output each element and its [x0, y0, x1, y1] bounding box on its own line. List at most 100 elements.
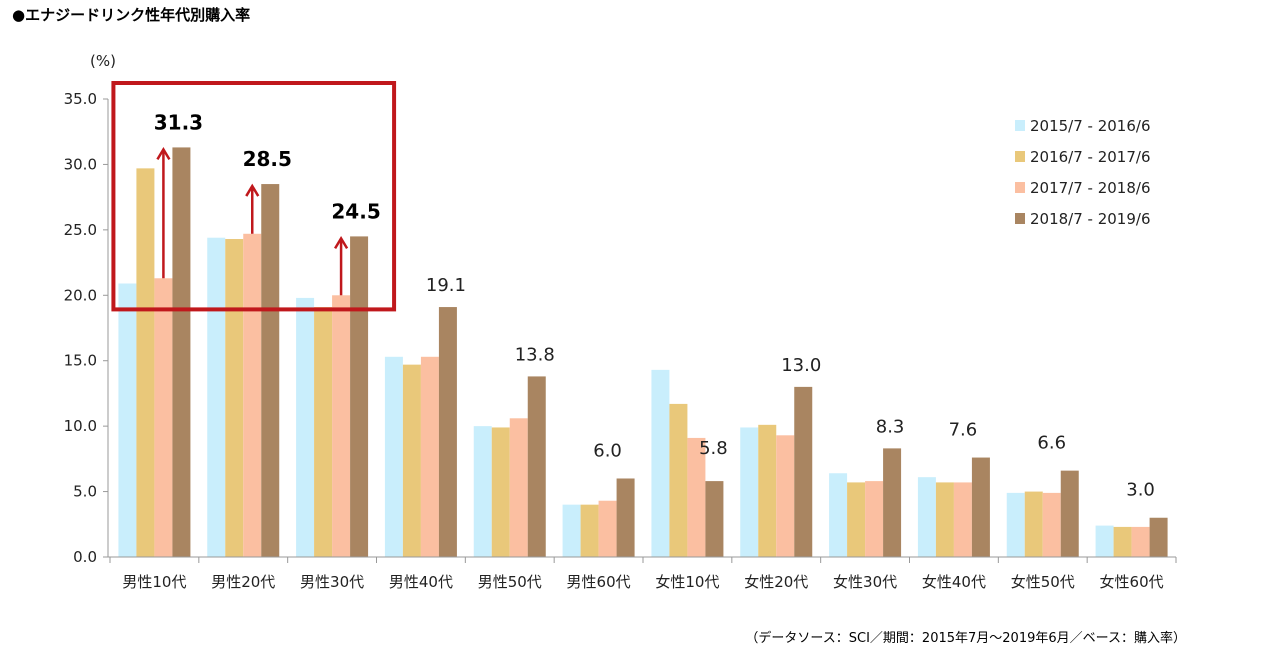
bar	[314, 307, 333, 557]
legend-label: 2016/7 - 2017/6	[1030, 148, 1151, 166]
data-label: 13.8	[515, 344, 555, 365]
bar	[776, 435, 795, 557]
bar-series	[136, 168, 1132, 557]
chart-title: ●エナジードリンク性年代別購入率	[12, 6, 251, 24]
bar-series	[118, 237, 1114, 558]
bar	[1024, 491, 1043, 557]
data-label: 24.5	[331, 199, 380, 223]
bar	[865, 481, 884, 557]
highlight-box	[111, 81, 397, 312]
bar	[580, 504, 599, 557]
legend-label: 2018/7 - 2019/6	[1030, 210, 1151, 228]
y-tick-label: 25.0	[64, 221, 97, 239]
y-axis-unit-label: (%)	[90, 52, 116, 70]
source-note: （データソース：SCI／期間：2015年7月～2019年6月／ベース：購入率）	[745, 631, 1186, 646]
bar	[687, 437, 706, 557]
x-tick-label: 男性30代	[300, 573, 364, 591]
data-label: 31.3	[154, 110, 203, 134]
highlight-group	[111, 81, 397, 312]
bar-series	[154, 233, 1150, 558]
increase-arrow-head	[334, 235, 349, 250]
x-tick-label: 女性60代	[1100, 573, 1164, 591]
y-tick-label: 15.0	[64, 352, 97, 370]
bar	[1095, 525, 1114, 557]
data-label: 7.6	[949, 420, 978, 441]
bar	[669, 403, 688, 557]
bar	[1042, 492, 1061, 557]
bar	[332, 295, 351, 557]
data-label: 3.0	[1126, 480, 1155, 501]
bar	[847, 482, 866, 557]
bar	[917, 477, 936, 557]
x-tick-label: 男性50代	[478, 573, 542, 591]
x-tick-label: 女性10代	[655, 573, 719, 591]
y-tick-label: 5.0	[73, 483, 97, 501]
bar	[527, 376, 546, 557]
bar	[1006, 492, 1025, 557]
bar	[491, 427, 510, 557]
bar	[935, 482, 954, 557]
data-label: 8.3	[876, 416, 905, 437]
legend-swatch	[1015, 151, 1025, 162]
data-label: 13.0	[781, 355, 821, 376]
legend-swatch	[1015, 120, 1025, 131]
bar	[509, 418, 528, 557]
bar	[705, 481, 724, 557]
bar	[598, 500, 617, 557]
bar	[296, 297, 315, 557]
bar	[1060, 470, 1079, 557]
x-tick-label: 男性40代	[389, 573, 453, 591]
y-tick-label: 0.0	[73, 548, 97, 566]
bar	[172, 147, 191, 557]
bar-series	[172, 147, 1168, 558]
legend: 2015/7 - 2016/6 2016/7 - 2017/6 2017/7 - 2…	[1015, 117, 1151, 228]
y-tick-label: 10.0	[64, 417, 97, 435]
bar	[953, 482, 972, 557]
bar	[154, 278, 173, 557]
bar	[420, 356, 439, 557]
x-tick-label: 男性10代	[122, 573, 186, 591]
bar	[562, 504, 581, 557]
bar	[651, 369, 670, 557]
y-tick-label: 30.0	[64, 155, 97, 173]
bar	[438, 307, 457, 557]
bar	[883, 448, 902, 557]
bar	[758, 424, 777, 557]
bar	[243, 233, 262, 558]
x-tick-label: 男性60代	[567, 573, 631, 591]
bar	[402, 364, 421, 557]
bar	[118, 283, 137, 557]
y-tick-label: 35.0	[64, 90, 97, 108]
legend-swatch	[1015, 182, 1025, 193]
data-label-group: 31.3 28.5 24.5 19.1 13.8 6.0 5.8 13.0 8.3 7.6 6.6 3…	[154, 110, 1155, 500]
increase-arrow-head	[156, 146, 171, 161]
increase-arrow-head	[245, 183, 260, 197]
bar	[1113, 526, 1132, 557]
data-label: 28.5	[243, 147, 292, 171]
bar	[794, 386, 813, 557]
bar-series-group	[118, 147, 1168, 558]
x-tick-label: 女性20代	[744, 573, 808, 591]
bar	[1149, 517, 1168, 557]
bar	[136, 168, 155, 557]
bar	[740, 427, 759, 557]
data-label: 6.0	[593, 440, 622, 461]
legend-label: 2015/7 - 2016/6	[1030, 117, 1151, 135]
x-tick-label: 男性20代	[211, 573, 275, 591]
data-label: 19.1	[426, 275, 466, 296]
x-tick-label: 女性30代	[833, 573, 897, 591]
legend-swatch	[1015, 213, 1025, 224]
bar	[616, 478, 635, 557]
bar	[261, 184, 280, 558]
bar	[1131, 526, 1150, 557]
x-tick-label: 女性50代	[1011, 573, 1075, 591]
bar	[971, 457, 990, 557]
y-tick-label: 20.0	[64, 286, 97, 304]
bar	[473, 426, 492, 557]
y-axis: 0.0 5.0 10.0 15.0 20.0 25.0 30.0 35.0	[64, 90, 109, 566]
bar	[350, 236, 369, 557]
x-axis: 男性10代 男性20代 男性30代 男性40代 男性50代 男性60代 女性10代 女性20代…	[108, 556, 1177, 591]
bar	[225, 239, 244, 557]
bar	[829, 473, 848, 557]
